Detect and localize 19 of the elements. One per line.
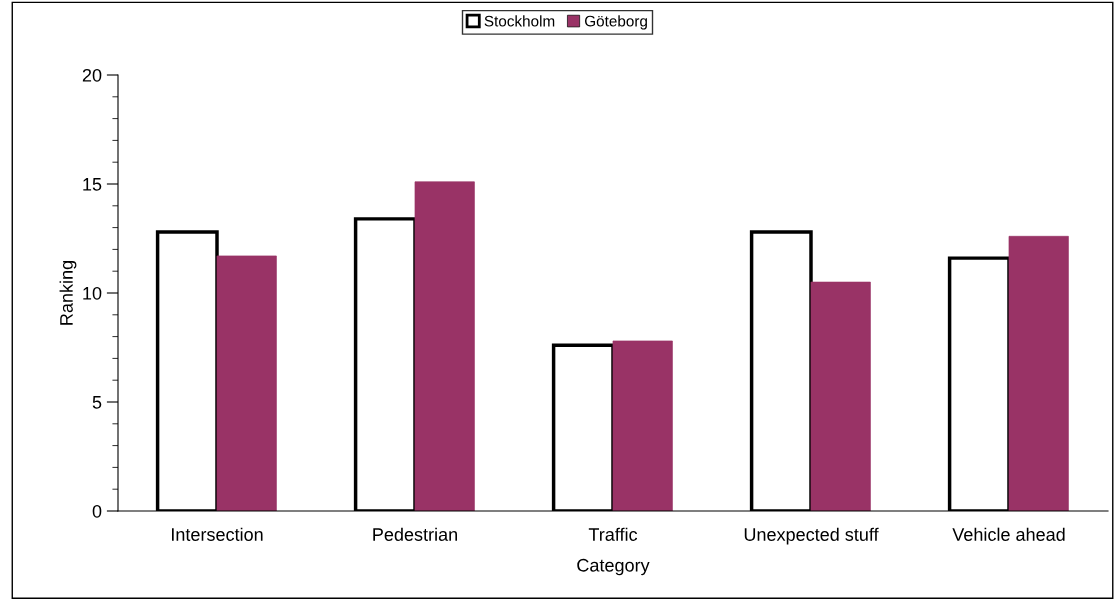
bar (216, 255, 277, 511)
y-tick-label: 10 (83, 286, 102, 300)
y-tick-label: 20 (82, 68, 102, 82)
y-tick-label: 5 (92, 396, 102, 409)
legend-label: Göteborg (585, 15, 647, 30)
bar (414, 181, 475, 511)
bar (1008, 235, 1069, 511)
legend-label: Stockholm (484, 15, 555, 27)
x-tick-label: Traffic (588, 527, 638, 541)
y-tick-label: 0 (92, 504, 102, 518)
x-tick-label: Intersection (172, 527, 263, 541)
x-tick-label: Unexpected stuff (744, 527, 879, 545)
bar (810, 281, 871, 511)
x-axis-title: Category (577, 558, 650, 576)
bar (612, 340, 673, 511)
x-tick-label: Pedestrian (373, 527, 457, 541)
x-tick-label: Vehicle ahead (952, 527, 1065, 541)
y-axis-title: Ranking (59, 261, 77, 325)
y-tick-label: 15 (83, 178, 102, 191)
